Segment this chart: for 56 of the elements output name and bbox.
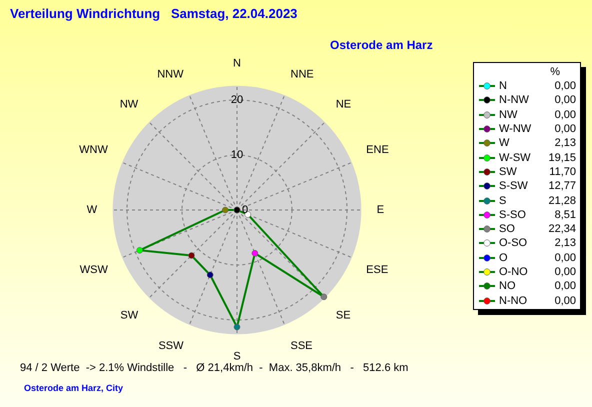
category-label: W-NW [498,123,532,136]
text: 11,70 [549,166,576,178]
category-label: O-SO [498,237,528,250]
spoke-label: WNW [79,144,108,156]
spoke-label: SW [120,309,139,322]
spoke-label: NNW [157,68,184,80]
y-tick-label: 0 [242,204,248,216]
text: 0,00 [554,80,576,92]
category-label: SW [498,166,518,178]
spoke-label: SSW [158,340,184,352]
category-label: S-SO [498,208,527,221]
text: 0,00 [554,123,576,136]
text: 8,51 [554,208,576,221]
category-label: W [498,137,510,150]
category-label: NO [498,280,516,292]
spoke-label: NE [336,98,352,111]
text: 0,00 [554,294,576,307]
text: 0,00 [554,280,576,292]
spoke-label: E [376,204,384,216]
spoke-label: S [233,350,241,362]
text: 0,00 [554,252,576,264]
text: Osterode am Harz, City [24,383,124,393]
category-label: S [498,194,508,207]
category-label: O [498,252,509,264]
spoke-label: ESE [366,264,388,276]
category-label: W-SW [498,152,532,164]
text: 2,13 [554,137,576,150]
text: 0,00 [554,94,576,106]
text: 2,13 [554,237,576,250]
spoke-label: W [86,204,98,216]
category-label: NW [498,108,518,121]
legend-title: % [549,66,561,79]
category-label: N [498,80,508,92]
chart-subtitle: Osterode am Harz [330,38,433,52]
category-label: N-NW [498,94,530,106]
text: 19,15 [548,152,576,164]
text: 94 / 2 Werte -> 2.1% Windstille - Ø 21,4km/h - Max. 35,8km/h - 512.6 km [20,362,408,374]
chart-title: Verteilung Windrichtung Samstag, 22.04.2023 [10,6,298,21]
spoke-label: WSW [80,264,108,276]
text: 12,77 [548,180,576,192]
spoke-label: N [233,58,242,70]
spoke-label: SSE [290,340,313,352]
text: 22,34 [548,223,576,236]
text: 0,00 [554,266,576,278]
spoke-label: NNE [290,68,314,80]
category-label: SO [498,223,516,236]
spoke-label: ENE [366,144,389,156]
spoke-label: NW [120,98,139,111]
category-label: S-SW [498,180,529,192]
text: 21,28 [548,194,576,207]
category-label: O-NO [498,266,529,278]
y-tick-label: 10 [230,149,244,162]
spoke-label: SE [336,309,351,322]
y-tick-label: 20 [230,94,244,106]
category-label: N-NO [498,294,528,307]
text: 0,00 [554,108,576,121]
